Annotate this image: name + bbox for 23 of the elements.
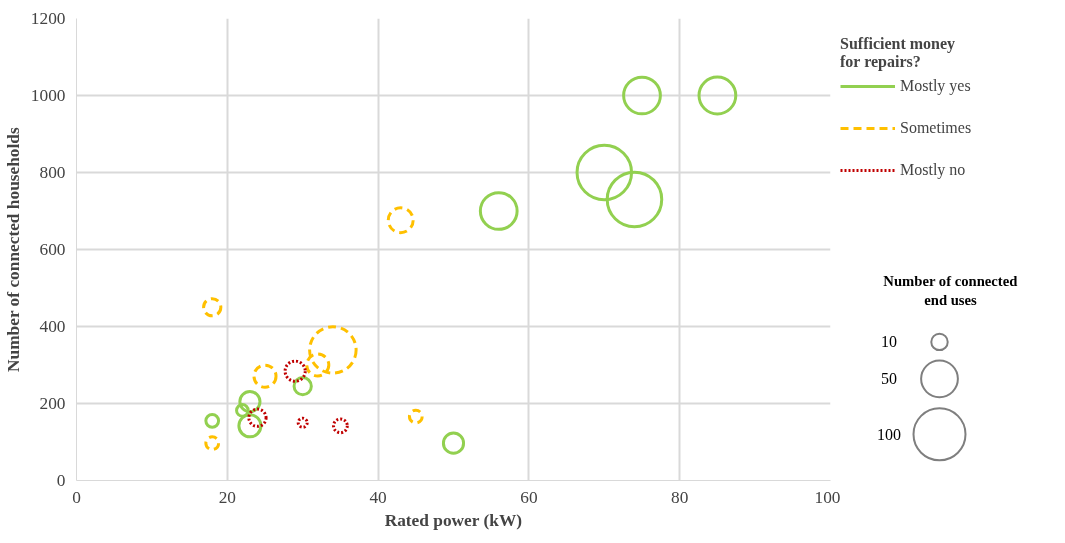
x-tick-label: 0 (72, 487, 81, 507)
text: Number of connected end uses (883, 272, 1018, 308)
y-tick-label: 600 (39, 240, 66, 259)
y-tick-label: 200 (39, 394, 66, 413)
y-tick-label: 0 (56, 471, 66, 490)
y-tick-label: 1000 (30, 86, 66, 105)
y-axis-title: Number of connected households (3, 127, 23, 373)
y-tick-label: 800 (39, 163, 66, 182)
x-tick-label: 20 (218, 487, 236, 507)
legend-label: 100 (876, 425, 901, 443)
legend-label: Sometimes (900, 119, 972, 137)
legend-label: 10 (880, 333, 897, 351)
legend-label: Mostly yes (900, 77, 971, 95)
legend-title: Sufficient money for repairs? (840, 35, 957, 71)
x-tick-label: 60 (520, 487, 538, 507)
x-tick-label: 40 (369, 487, 387, 507)
x-tick-label: 100 (814, 487, 841, 507)
legend-label: 50 (880, 370, 897, 388)
x-axis-title: Rated power (kW) (384, 510, 523, 530)
legend-label: Mostly no (900, 161, 966, 179)
y-tick-label: 400 (39, 317, 66, 336)
x-tick-label: 80 (671, 487, 689, 507)
y-tick-label: 1200 (30, 9, 66, 28)
